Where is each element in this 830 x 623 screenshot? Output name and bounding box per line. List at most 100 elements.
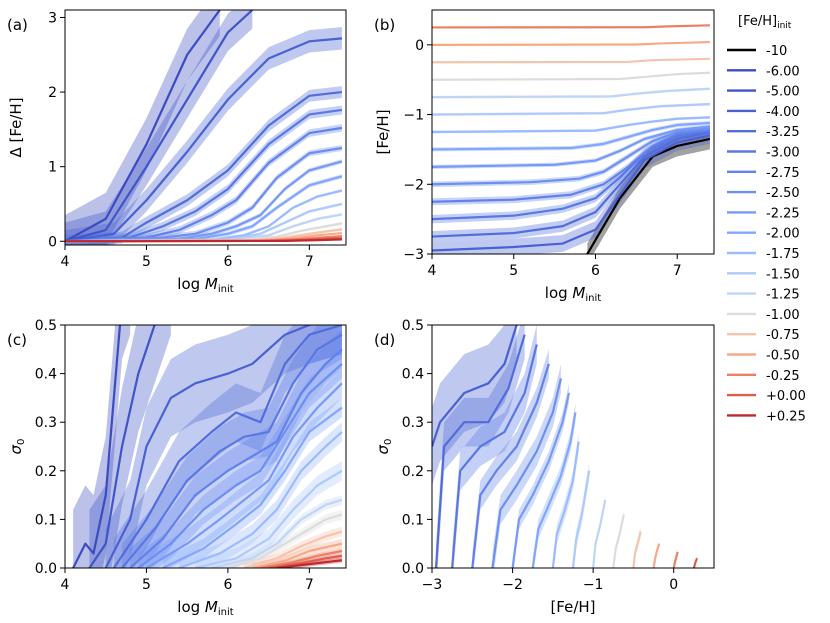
legend-label: -2.50 xyxy=(766,186,800,201)
series-line-+0.00 xyxy=(692,557,699,568)
series-line--1.00 xyxy=(227,513,343,568)
panel-label: (a) xyxy=(7,16,28,34)
legend-item: -2.50 xyxy=(727,186,800,201)
x-tick-label: 5 xyxy=(142,254,151,270)
series-line--2.75 xyxy=(471,363,550,568)
plot-area xyxy=(432,325,699,568)
y-axis-label: Δ [Fe/H] xyxy=(7,97,25,157)
legend-item: -6.00 xyxy=(727,64,800,79)
series-line--10 xyxy=(586,137,711,254)
panel-1: 4 5 6 7 0 −1 −2 −3 (b) log Minit [Fe/H] xyxy=(374,9,715,304)
series-line--4.00 xyxy=(104,325,314,568)
series-line--2.50 xyxy=(491,378,562,568)
series-line--1.25 xyxy=(211,498,343,568)
legend-label: -2.00 xyxy=(766,227,800,242)
y-axis-label: σ0 xyxy=(374,439,394,455)
band--2.00 xyxy=(532,402,576,568)
legend-item: -2.25 xyxy=(727,206,800,221)
panel-3: −3 −2 −1 0 0.0 0.1 0.2 0.3 0.4 0.5 (d) [Fe/H] σ0 xyxy=(374,318,715,616)
plot-area xyxy=(72,325,343,568)
x-axis-label: log Minit xyxy=(177,275,233,295)
series-line--1.50 xyxy=(571,470,591,568)
y-tick-label: 0 xyxy=(48,234,57,250)
series-line--3.25 xyxy=(65,90,343,243)
series-line--2.50 xyxy=(137,363,343,568)
y-tick-label: −3 xyxy=(403,247,424,263)
series-line--1.75 xyxy=(432,116,710,134)
y-tick-label: 0.2 xyxy=(402,464,424,480)
series-line--1.00 xyxy=(432,71,710,81)
x-axis-label: log Minit xyxy=(177,598,233,618)
band--3.00 xyxy=(122,325,342,568)
y-tick-label: 0.1 xyxy=(35,512,57,528)
legend-title: [Fe/H]init xyxy=(738,14,792,31)
y-tick-label: 0.0 xyxy=(402,561,424,577)
legend-item: -2.75 xyxy=(727,166,800,181)
x-tick-label: −3 xyxy=(422,577,443,593)
band--1.50 xyxy=(432,102,710,116)
band--3.00 xyxy=(452,325,537,568)
x-tick-label: 7 xyxy=(305,254,314,270)
band--1.25 xyxy=(432,87,710,99)
panel-label: (c) xyxy=(7,331,27,349)
band--2.50 xyxy=(65,145,342,245)
series-line--2.50 xyxy=(65,146,343,243)
panel-2: 4 5 6 7 0.0 0.1 0.2 0.3 0.4 0.5 (c) log Minit σ0 xyxy=(7,318,347,618)
x-tick-label: 0 xyxy=(669,577,678,593)
series-line--2.50 xyxy=(432,127,711,186)
legend-item: -0.25 xyxy=(727,369,800,384)
series-line--0.75 xyxy=(432,57,710,64)
series-line--2.75 xyxy=(129,348,343,568)
legend-label: -1.75 xyxy=(766,247,800,262)
series-line--0.50 xyxy=(432,40,710,46)
y-tick-label: 0.4 xyxy=(402,367,424,383)
series-line--2.25 xyxy=(511,392,571,568)
band--1.75 xyxy=(552,431,579,568)
legend-label: -10 xyxy=(766,44,787,59)
x-tick-label: −1 xyxy=(583,577,604,593)
series-line--3.00 xyxy=(65,108,343,243)
x-tick-label: 4 xyxy=(428,263,437,279)
legend-item: -5.00 xyxy=(727,85,800,100)
panel-label: (d) xyxy=(374,331,395,349)
legend-item: -1.00 xyxy=(727,308,800,323)
series-line--4.00 xyxy=(432,134,711,252)
legend-label: -3.25 xyxy=(766,125,800,140)
legend-item: -3.00 xyxy=(727,146,800,161)
y-tick-label: 1 xyxy=(48,160,57,176)
series-line--1.50 xyxy=(432,103,710,116)
series-line--6.00 xyxy=(72,325,122,568)
y-tick-label: −1 xyxy=(403,108,424,124)
series-line--2.75 xyxy=(65,126,343,243)
x-tick-label: 5 xyxy=(142,577,151,593)
series-line--3.25 xyxy=(112,325,343,568)
series-line--1.25 xyxy=(592,499,607,568)
x-axis-label: log Minit xyxy=(545,284,601,304)
series-line--5.00 xyxy=(88,325,156,568)
legend-label: -1.00 xyxy=(766,308,800,323)
y-tick-label: 0.5 xyxy=(402,318,424,334)
x-tick-label: 7 xyxy=(673,263,682,279)
series-line--2.00 xyxy=(531,412,577,568)
y-tick-label: 0.1 xyxy=(402,512,424,528)
x-tick-label: 6 xyxy=(591,263,600,279)
legend-label: -4.00 xyxy=(766,105,800,120)
legend-label: -2.25 xyxy=(766,206,800,221)
series-line--0.25 xyxy=(432,24,710,29)
series-line--2.00 xyxy=(162,406,343,568)
axes-frame xyxy=(431,324,715,569)
legend-label: -0.50 xyxy=(766,349,800,364)
legend-item: -0.50 xyxy=(727,349,800,364)
legend-label: -2.75 xyxy=(766,166,800,181)
series-line--2.25 xyxy=(145,382,343,568)
y-tick-label: 0 xyxy=(415,38,424,54)
legend: [Fe/H]init -10 -6.00 -5.00 -4.00 -3.25 -3.00 -… xyxy=(727,14,806,424)
series-line--1.75 xyxy=(551,441,580,568)
legend-item: -1.75 xyxy=(727,247,800,262)
band--4.00 xyxy=(65,27,342,245)
band--2.00 xyxy=(162,397,342,568)
legend-item: -0.75 xyxy=(727,328,800,343)
band--2.75 xyxy=(65,124,342,245)
legend-item: -4.00 xyxy=(727,105,800,120)
x-tick-label: 6 xyxy=(223,577,232,593)
